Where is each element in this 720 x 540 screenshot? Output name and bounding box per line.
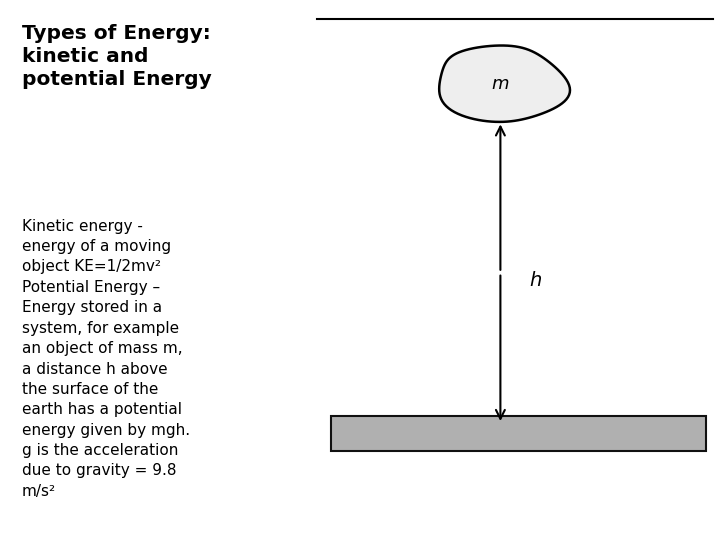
Text: h: h <box>529 271 541 291</box>
Text: Types of Energy:
kinetic and
potential Energy: Types of Energy: kinetic and potential E… <box>22 24 212 89</box>
Text: m: m <box>492 75 509 93</box>
Text: Kinetic energy -
energy of a moving
object KE=1/2mv²
Potential Energy –
Energy s: Kinetic energy - energy of a moving obje… <box>22 219 190 499</box>
Polygon shape <box>439 45 570 122</box>
Bar <box>331 416 706 451</box>
